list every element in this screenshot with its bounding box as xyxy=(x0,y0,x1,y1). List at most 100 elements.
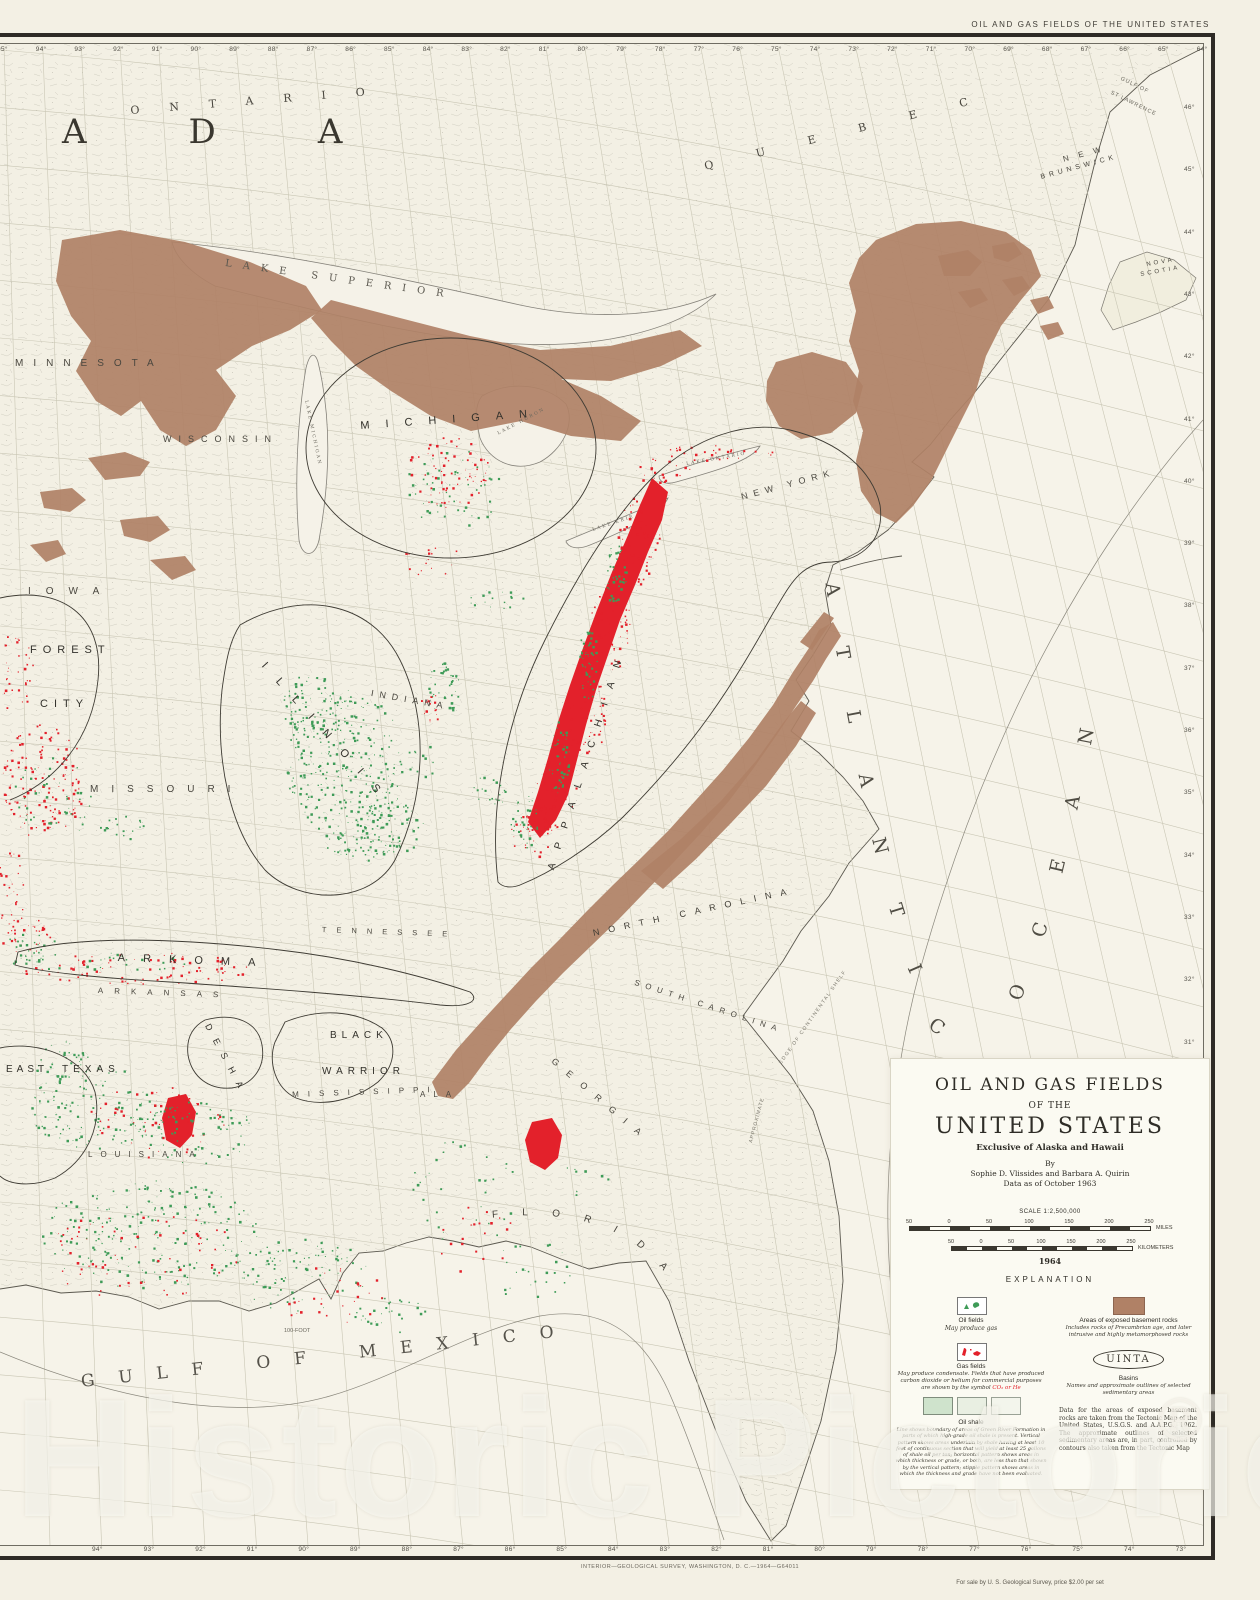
scale-tick: 50 xyxy=(947,1239,955,1245)
graticule-tick: 40° xyxy=(1184,477,1195,485)
graticule-tick: 94° xyxy=(35,46,47,53)
graticule-tick: 68° xyxy=(1041,46,1053,53)
graticule-tick: 85° xyxy=(556,1546,568,1553)
graticule-tick: 88° xyxy=(401,1546,413,1553)
scale-tick: 250 xyxy=(1144,1219,1154,1225)
graticule-tick: 78° xyxy=(917,1546,929,1553)
uinta-basin-symbol: UINTA xyxy=(1056,1349,1201,1369)
graticule-tick: 92° xyxy=(195,1546,206,1553)
graticule-tick: 65° xyxy=(1158,46,1169,53)
graticule-tick: 77° xyxy=(693,46,705,53)
scale-tick: 200 xyxy=(1096,1239,1106,1245)
graticule-tick: 42° xyxy=(1184,353,1195,361)
graticule-tick: 87° xyxy=(306,46,318,53)
graticule-tick: 32° xyxy=(1184,976,1195,984)
graticule-tick: 73° xyxy=(1175,1546,1187,1553)
scale-tick: 100 xyxy=(1036,1239,1046,1245)
graticule-tick: 71° xyxy=(925,46,937,53)
graticule-tick: 80° xyxy=(577,46,589,53)
graticule-tick: 33° xyxy=(1184,913,1195,921)
graticule-tick: 84° xyxy=(422,46,434,53)
scale-unit-miles: MILES xyxy=(1156,1225,1173,1231)
graticule-tick: 82° xyxy=(711,1546,722,1553)
nova-scotia-land xyxy=(1100,251,1197,331)
graticule-tick: 91° xyxy=(151,46,163,53)
graticule-tick: 70° xyxy=(964,46,976,53)
graticule-tick: 81° xyxy=(762,1546,774,1553)
gas-fields-symbol xyxy=(957,1343,987,1361)
graticule-tick: 74° xyxy=(809,46,821,53)
graticule-tick: 36° xyxy=(1184,727,1195,734)
graticule-tick: 66° xyxy=(1119,46,1131,53)
oil-shale-note: Line shows boundary of areas of Green Ri… xyxy=(895,1427,1047,1477)
graticule-tick: 72° xyxy=(887,46,898,53)
gas-fields-note: May produce condensate. Fields that have… xyxy=(897,1371,1045,1392)
graticule-tick: 67° xyxy=(1080,46,1092,53)
border-right xyxy=(1211,33,1215,1560)
basins-label: Basins xyxy=(1118,1375,1139,1382)
basement-rocks-note: Includes rocks of Precambrian age, and l… xyxy=(1065,1325,1192,1338)
lake-michigan xyxy=(296,354,329,554)
basement-rocks-symbol xyxy=(1113,1297,1145,1315)
graticule-tick: 84° xyxy=(608,1546,619,1553)
graticule-tick: 91° xyxy=(246,1546,258,1553)
title-authors: Sophie D. Vlissides and Barbara A. Quiri… xyxy=(970,1169,1130,1178)
oil-shale-box-horizontal xyxy=(957,1397,987,1415)
scale-bar xyxy=(909,1226,1151,1231)
scale-tick: 50 xyxy=(905,1219,913,1225)
graticule-tick: 44° xyxy=(1184,228,1195,236)
gas-note-symbols: CO₂ or He xyxy=(992,1384,1021,1391)
scale-bar xyxy=(951,1246,1133,1251)
graticule-tick: 94° xyxy=(92,1546,103,1553)
oil-fields-note: May produce gas xyxy=(944,1325,998,1332)
graticule-tick: 46° xyxy=(1184,104,1195,111)
scale-tick: 100 xyxy=(1024,1219,1034,1225)
title-line4: Exclusive of Alaska and Hawaii xyxy=(976,1143,1124,1153)
graticule-tick: 90° xyxy=(190,46,202,53)
graticule-tick: 77° xyxy=(969,1546,980,1553)
oil-shale-label: Oil shale xyxy=(958,1419,984,1426)
graticule-tick: 82° xyxy=(500,46,511,53)
graticule-tick: 43° xyxy=(1184,290,1195,298)
long-island xyxy=(839,555,903,571)
title-box: OIL AND GAS FIELDS OF THE UNITED STATES … xyxy=(890,1058,1210,1490)
scale-bar-km: 50 0 50 100 150 200 250 KILOMETERS xyxy=(947,1239,1201,1253)
graticule-tick: 80° xyxy=(814,1546,826,1553)
graticule-tick: 85° xyxy=(384,46,395,53)
graticule-tick: 95° xyxy=(0,46,8,53)
scale-tick: 50 xyxy=(985,1219,993,1225)
graticule-tick: 76° xyxy=(732,46,744,53)
title-line1: OIL AND GAS FIELDS xyxy=(935,1075,1165,1095)
scale-tick: 150 xyxy=(1066,1239,1076,1245)
graticule-tick: 35° xyxy=(1184,789,1195,797)
graticule-tick: 41° xyxy=(1184,415,1195,423)
scale-tick: 250 xyxy=(1126,1239,1136,1245)
graticule-tick: 93° xyxy=(143,1546,155,1553)
graticule-tick: 86° xyxy=(504,1546,516,1553)
graticule-tick: 78° xyxy=(654,46,666,53)
scale-tick: 0 xyxy=(979,1239,983,1245)
basement-rocks xyxy=(30,221,1064,1099)
graticule-tick: 79° xyxy=(866,1546,877,1553)
scale-bar-miles: 50 0 50 100 150 200 250 MILES xyxy=(905,1219,1199,1233)
oil-fields-symbol xyxy=(957,1297,987,1315)
graticule-tick: 75° xyxy=(771,46,782,53)
basement-data-paragraph: Data for the areas of exposed basement r… xyxy=(1059,1407,1197,1452)
scale-unit-km: KILOMETERS xyxy=(1138,1245,1174,1251)
basins-note: Names and approximate outlines of select… xyxy=(1066,1383,1191,1396)
basin-outlines xyxy=(0,337,882,1185)
footer-sale-note: For sale by U. S. Geological Survey, pri… xyxy=(956,1580,1104,1586)
sheet-header-title: OIL AND GAS FIELDS OF THE UNITED STATES xyxy=(971,20,1210,29)
graticule-tick: 73° xyxy=(848,46,860,53)
graticule-tick: 38° xyxy=(1184,602,1195,610)
graticule-tick: 90° xyxy=(298,1546,310,1553)
uinta-oval: UINTA xyxy=(1093,1350,1164,1369)
graticule-tick: 83° xyxy=(659,1546,671,1553)
gas-fields-label: Gas fields xyxy=(956,1363,986,1370)
title-line3: UNITED STATES xyxy=(935,1114,1165,1139)
graticule-tick: 87° xyxy=(453,1546,464,1553)
graticule-tick: 88° xyxy=(267,46,279,53)
map-year: 1964 xyxy=(1038,1256,1062,1266)
neatline-top xyxy=(0,43,1203,44)
